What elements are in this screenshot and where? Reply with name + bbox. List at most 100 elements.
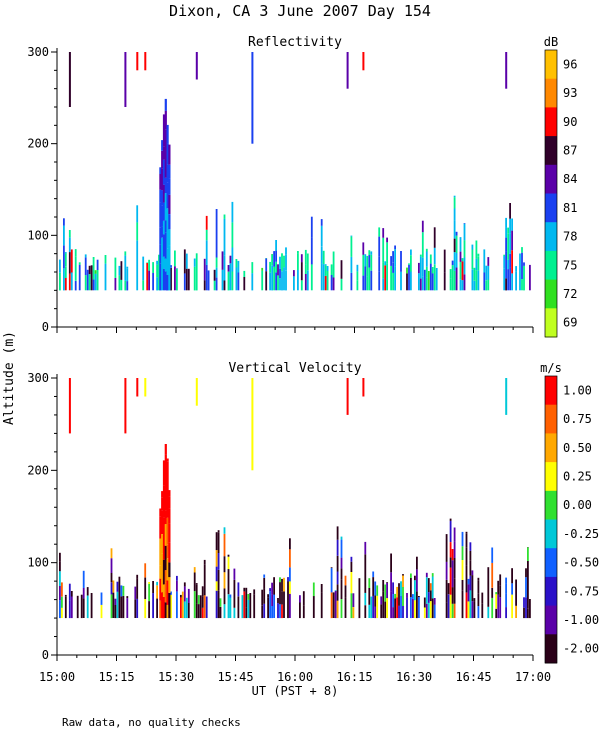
colorbar-swatch [545, 78, 557, 108]
data-cell [455, 267, 458, 291]
data-cell [207, 270, 210, 291]
data-cell [419, 256, 422, 279]
data-cell [449, 567, 452, 595]
data-cell [529, 264, 531, 291]
data-cell [215, 232, 218, 258]
data-cell [223, 527, 226, 534]
data-cell [126, 281, 129, 291]
data-cell [505, 278, 507, 291]
plume-cell [164, 154, 167, 178]
data-cell [435, 270, 438, 291]
reflectivity-panel: Reflectivity 0 100 200 300 dB 96 93 90 87 84 81 78 75… [27, 35, 577, 338]
data-cell [519, 253, 521, 265]
x-tick-label: 15:00 [39, 670, 75, 684]
data-cell [215, 257, 218, 268]
plume-cell [162, 184, 166, 203]
data-cell [368, 578, 371, 588]
data-cell [148, 582, 150, 584]
colorbar-label: 78 [563, 230, 577, 244]
data-cell [299, 595, 301, 603]
data-cell [390, 591, 392, 619]
plume-cell [166, 131, 169, 144]
plume-cell [161, 140, 164, 151]
data-cell [350, 593, 353, 619]
upper-echo [362, 52, 365, 71]
data-cell [193, 258, 196, 267]
data-cell [527, 547, 529, 561]
data-cell [217, 590, 220, 619]
data-cell [340, 536, 343, 540]
data-cell [505, 227, 507, 238]
data-cell [70, 596, 73, 619]
data-cell [382, 228, 385, 238]
data-cell [471, 269, 474, 291]
colorbar-label: -1.00 [563, 613, 599, 627]
data-cell [400, 271, 402, 291]
colorbar-label: 1.00 [563, 383, 592, 397]
data-cell [523, 266, 525, 291]
data-cell [277, 598, 279, 604]
colorbar-swatch [545, 605, 557, 635]
data-cell [378, 271, 381, 291]
data-cell [279, 268, 281, 279]
data-cell [174, 250, 176, 267]
data-cell [126, 266, 129, 269]
data-cell [205, 596, 208, 618]
plume-cell [166, 232, 169, 249]
data-cell [215, 532, 218, 551]
data-cell [201, 586, 204, 597]
data-cell [414, 575, 416, 581]
data-cell [195, 253, 198, 267]
data-cell [261, 270, 264, 291]
data-cell [429, 583, 432, 591]
plume-cell [166, 182, 169, 209]
data-cell [112, 592, 115, 618]
data-cell [170, 265, 172, 268]
data-cell [180, 594, 182, 598]
data-cell [515, 579, 517, 606]
data-cell [433, 247, 436, 265]
data-cell [398, 606, 400, 619]
data-cell [364, 554, 367, 573]
data-cell [136, 240, 139, 266]
data-cell [451, 587, 454, 604]
plume-cell [162, 460, 166, 486]
data-cell [324, 275, 327, 291]
plume-cell [162, 159, 166, 185]
panel-title: Vertical Velocity [228, 361, 361, 376]
data-cell [156, 585, 158, 599]
data-cell [469, 560, 472, 576]
data-cell [110, 594, 113, 619]
plume-cell [168, 194, 171, 214]
data-cell [463, 274, 466, 291]
colorbar-label: 69 [563, 316, 577, 330]
data-cell [445, 561, 448, 580]
data-cell [366, 255, 369, 277]
data-cell [370, 270, 373, 291]
data-cell [463, 223, 466, 241]
plume-cell [159, 516, 162, 539]
data-cell [364, 572, 367, 593]
data-cell [423, 269, 426, 291]
data-cell [136, 222, 139, 241]
data-cell [261, 267, 264, 271]
data-cell [402, 606, 404, 618]
figure-title: Dixon, CA 3 June 2007 Day 154 [169, 2, 431, 20]
data-cell [495, 592, 498, 595]
data-cell [96, 269, 99, 291]
data-cell [269, 591, 271, 619]
x-tick-label: 17:00 [515, 670, 551, 684]
plume-cell [168, 245, 171, 271]
data-cell [451, 260, 454, 266]
data-cell [423, 607, 426, 619]
data-cell [485, 265, 488, 281]
plume-cell [164, 177, 167, 194]
data-cell [473, 280, 476, 291]
data-cell [390, 572, 392, 592]
data-cell [78, 264, 81, 291]
data-cell [344, 597, 347, 618]
data-cell [299, 602, 301, 619]
upper-echo [251, 52, 254, 144]
data-cell [156, 581, 158, 586]
data-cell [100, 605, 103, 619]
